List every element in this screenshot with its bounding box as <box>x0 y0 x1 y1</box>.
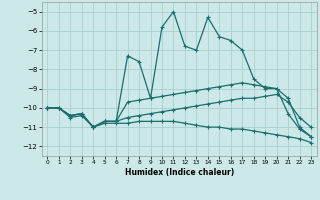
X-axis label: Humidex (Indice chaleur): Humidex (Indice chaleur) <box>124 168 234 177</box>
